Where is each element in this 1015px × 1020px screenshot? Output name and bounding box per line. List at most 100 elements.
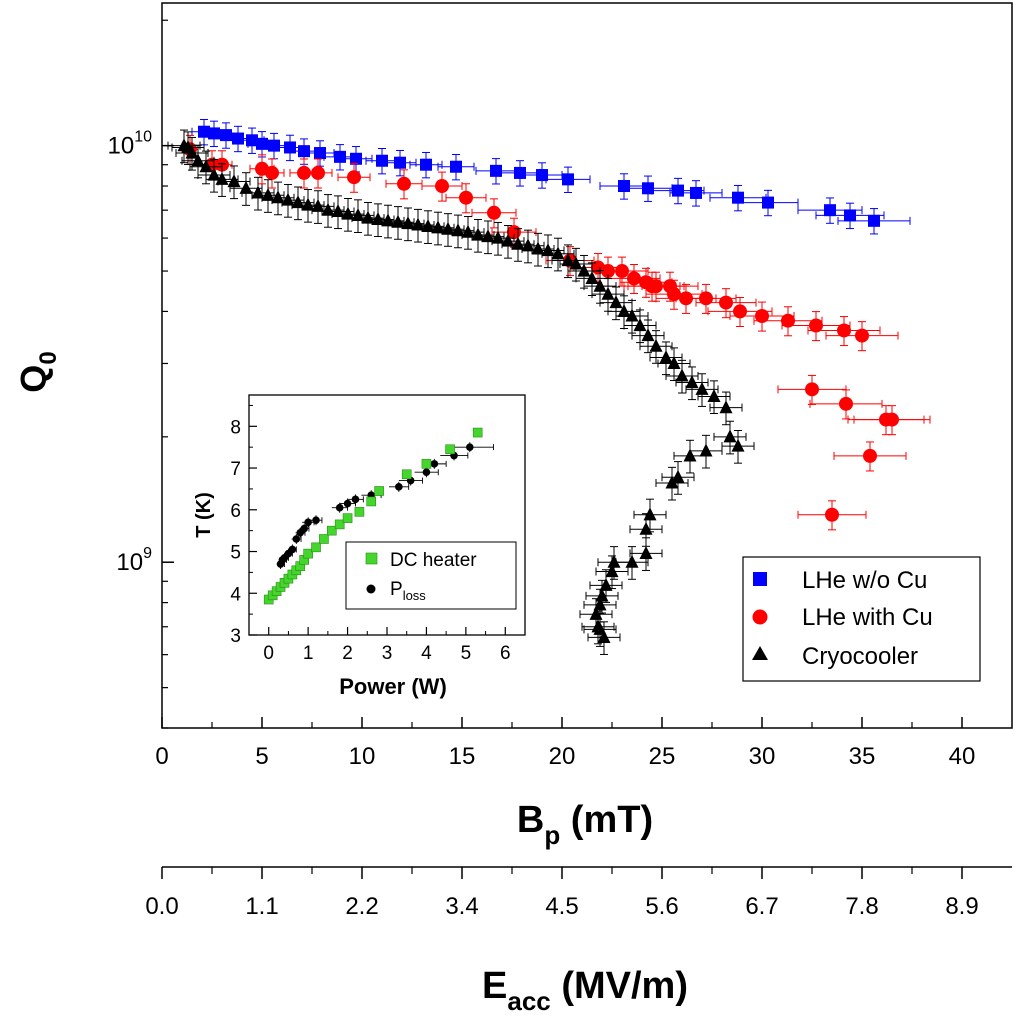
lhe-with-cu-point bbox=[445, 183, 487, 214]
lhe-with-cu-point bbox=[259, 158, 285, 189]
cryocooler-marker bbox=[719, 400, 733, 414]
inset-p-loss-point bbox=[291, 533, 302, 545]
lhe-w-o-cu-point bbox=[623, 175, 673, 202]
legend: LHe w/o Cu LHe with Cu Cryocooler bbox=[742, 556, 981, 682]
cryocooler-marker bbox=[441, 221, 455, 235]
lhe-w-o-cu-marker bbox=[450, 160, 462, 173]
cryocooler-marker bbox=[491, 230, 505, 244]
cryocooler-point bbox=[615, 546, 649, 580]
inset-x-tick-label-5: 5 bbox=[461, 643, 472, 664]
lhe-with-cu-marker bbox=[397, 176, 411, 191]
sec-tick-label-1: 1.1 bbox=[245, 893, 278, 920]
lhe-w-o-cu-marker bbox=[844, 209, 856, 222]
lhe-w-o-cu-point bbox=[305, 140, 335, 167]
lhe-with-cu-marker bbox=[667, 287, 681, 302]
cryocooler-marker bbox=[625, 308, 639, 322]
lhe-with-cu-point bbox=[471, 198, 517, 229]
cryocooler-point bbox=[421, 211, 455, 246]
secondary-axis-title-main: E bbox=[482, 965, 507, 1007]
cryocooler-marker bbox=[625, 554, 639, 568]
cryocooler-point bbox=[629, 513, 663, 547]
lhe-with-cu-point bbox=[385, 169, 423, 200]
cryocooler-marker bbox=[227, 174, 241, 188]
lhe-w-o-cu-point bbox=[409, 151, 443, 179]
cryocooler-marker bbox=[451, 223, 465, 237]
inset-dc-heater-point bbox=[342, 513, 353, 523]
inset-dc-heater-marker bbox=[319, 534, 329, 544]
cryocooler-marker bbox=[511, 236, 525, 250]
cryocooler-point bbox=[629, 537, 663, 571]
lhe-with-cu-marker bbox=[311, 165, 325, 180]
inset-x-tick-label-4: 4 bbox=[421, 643, 432, 664]
legend-marker-cryocooler bbox=[752, 646, 768, 660]
inset-dc-heater-marker bbox=[374, 486, 384, 496]
inset-p-loss-marker bbox=[292, 535, 301, 543]
x-tick-label-25: 25 bbox=[649, 743, 676, 770]
cryocooler-marker bbox=[633, 318, 647, 332]
inset-x-tick-label-6: 6 bbox=[500, 643, 511, 664]
lhe-with-cu-marker bbox=[347, 170, 361, 185]
lhe-with-cu-marker bbox=[839, 396, 853, 411]
lhe-with-cu-marker bbox=[435, 179, 449, 194]
secondary-axis-title-sub: acc bbox=[507, 986, 550, 1016]
y-tick-label-exp: 9 bbox=[143, 545, 152, 562]
inset-legend-label-ploss: Ploss bbox=[390, 579, 426, 603]
cryocooler-point bbox=[649, 341, 683, 376]
lhe-w-o-cu-marker bbox=[256, 137, 268, 150]
lhe-w-o-cu-marker bbox=[562, 173, 574, 186]
lhe-w-o-cu-point bbox=[437, 153, 475, 181]
lhe-w-o-cu-point bbox=[225, 125, 251, 153]
lhe-w-o-cu-marker bbox=[350, 152, 362, 165]
cryocooler-marker bbox=[185, 145, 199, 159]
lhe-with-cu-point bbox=[303, 158, 333, 189]
cryocooler-marker bbox=[501, 233, 515, 247]
x-tick-label-35: 35 bbox=[849, 743, 876, 770]
cryocooler-marker bbox=[609, 295, 623, 309]
lhe-with-cu-marker bbox=[265, 165, 279, 180]
lhe-with-cu-point bbox=[797, 500, 867, 531]
lhe-with-cu-marker bbox=[809, 318, 823, 333]
inset-dc-heater-point bbox=[354, 507, 365, 517]
inset-dc-heater-marker bbox=[401, 469, 412, 480]
cryocooler-point bbox=[197, 158, 231, 193]
lhe-with-cu-marker bbox=[885, 412, 899, 427]
cryocooler-marker bbox=[605, 564, 619, 578]
inset-series-dc-heater bbox=[263, 427, 483, 605]
cryocooler-marker bbox=[597, 629, 611, 643]
lhe-w-o-cu-marker bbox=[824, 204, 836, 217]
cryocooler-marker bbox=[301, 197, 315, 211]
cryocooler-point bbox=[431, 213, 465, 247]
inset-axes: 0 1 2 3 4 5 6 3 4 5 6 7 8 bbox=[230, 404, 511, 664]
legend-box bbox=[742, 556, 981, 682]
cryocooler-marker bbox=[639, 521, 653, 535]
cryocooler-marker bbox=[639, 545, 653, 559]
cryocooler-marker bbox=[551, 246, 565, 260]
legend-label-lhe-wo-cu: LHe w/o Cu bbox=[802, 567, 927, 594]
x-tick-label-0: 0 bbox=[155, 743, 168, 770]
cryocooler-marker bbox=[607, 554, 621, 568]
lhe-w-o-cu-point bbox=[239, 127, 265, 154]
cryocooler-point bbox=[607, 295, 641, 329]
secondary-axis-ticks: 0.0 1.1 2.2 3.4 4.5 5.6 6.7 7.8 8.9 bbox=[145, 867, 979, 920]
cryocooler-marker bbox=[593, 278, 607, 292]
inset-p-loss-marker bbox=[312, 516, 320, 525]
cryocooler-point bbox=[721, 430, 755, 464]
series-lhe-with-cu bbox=[181, 134, 931, 531]
cryocooler-marker bbox=[391, 214, 405, 228]
y-axis-title-main: Q bbox=[13, 365, 54, 393]
cryocooler-marker bbox=[471, 227, 485, 241]
inset-legend-label-ploss-sub: loss bbox=[403, 588, 427, 603]
lhe-with-cu-marker bbox=[487, 205, 501, 220]
cryocooler-point bbox=[631, 319, 665, 354]
cryocooler-point bbox=[661, 461, 695, 495]
cryocooler-point bbox=[217, 165, 251, 200]
cryocooler-point bbox=[461, 218, 495, 253]
lhe-with-cu-point bbox=[421, 171, 463, 202]
inset-p-loss-marker bbox=[288, 545, 297, 554]
lhe-w-o-cu-marker bbox=[394, 156, 406, 169]
lhe-w-o-cu-point bbox=[669, 180, 723, 207]
lhe-w-o-cu-point bbox=[521, 162, 563, 189]
lhe-w-o-cu-marker bbox=[672, 184, 684, 197]
lhe-with-cu-point bbox=[809, 389, 883, 420]
